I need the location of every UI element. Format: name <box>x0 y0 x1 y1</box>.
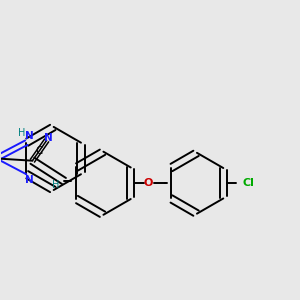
Text: N: N <box>44 133 53 143</box>
Text: N: N <box>25 176 34 185</box>
Text: Cl: Cl <box>242 178 254 188</box>
Text: C: C <box>35 146 43 157</box>
Text: H: H <box>18 128 26 138</box>
Text: N: N <box>25 131 34 142</box>
Text: H: H <box>52 181 60 190</box>
Text: O: O <box>144 178 153 188</box>
